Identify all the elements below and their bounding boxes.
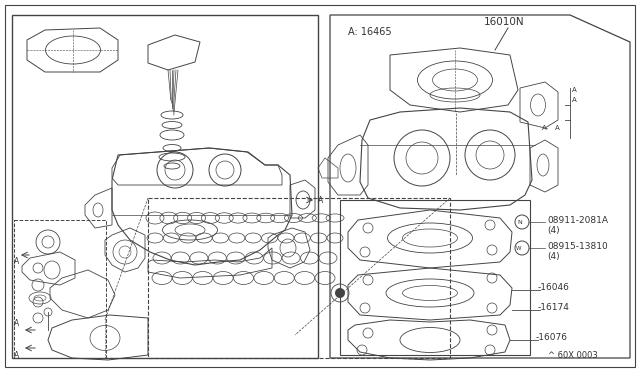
Text: A: A	[572, 97, 577, 103]
Text: 08911-2081A: 08911-2081A	[547, 215, 608, 224]
Text: W: W	[516, 246, 522, 250]
Bar	[12, 15, 318, 358]
Text: A: A	[14, 257, 19, 266]
Text: A: A	[14, 350, 19, 359]
Text: ^ 60X 0003: ^ 60X 0003	[548, 350, 598, 359]
Text: (4): (4)	[547, 251, 559, 260]
Text: A: A	[14, 318, 19, 327]
Bar	[14, 220, 106, 358]
Text: -16076: -16076	[536, 334, 568, 343]
Text: A-: A-	[542, 125, 549, 131]
Text: A: 16465: A: 16465	[348, 27, 392, 37]
Text: N: N	[518, 219, 522, 224]
Text: 08915-13810: 08915-13810	[547, 241, 608, 250]
Text: 16010N: 16010N	[484, 17, 525, 27]
Circle shape	[335, 288, 345, 298]
Text: A: A	[318, 196, 323, 205]
Text: A: A	[572, 87, 577, 93]
Bar	[148, 198, 450, 358]
Text: (4): (4)	[547, 225, 559, 234]
Text: -16174: -16174	[538, 304, 570, 312]
Text: A: A	[555, 125, 560, 131]
Bar	[340, 200, 530, 355]
Text: -16046: -16046	[538, 283, 570, 292]
